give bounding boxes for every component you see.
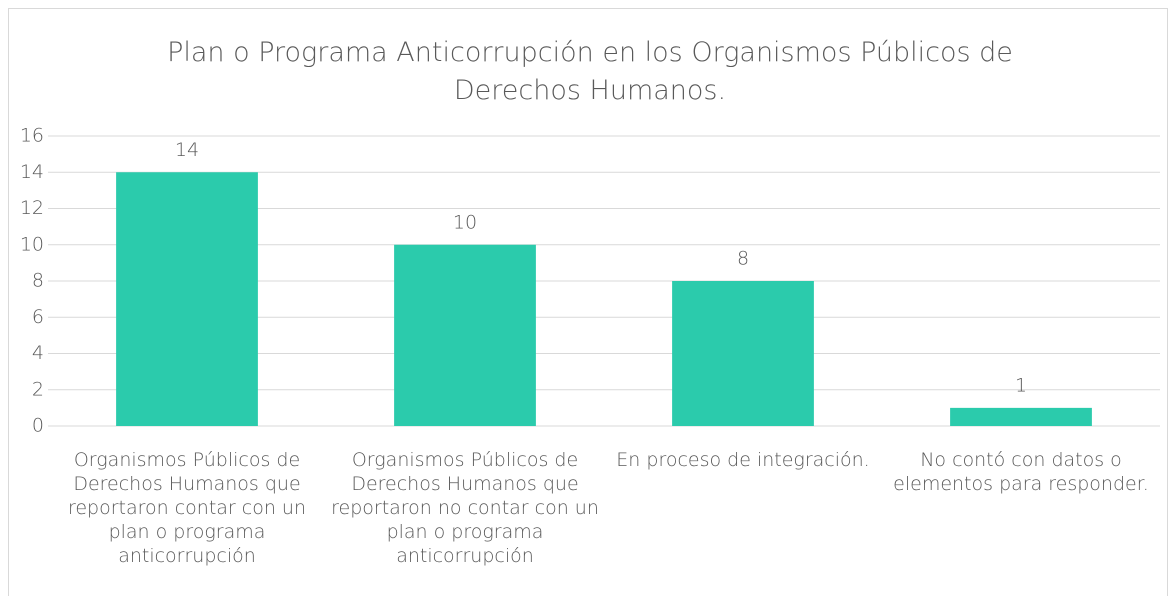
x-tick-label: En proceso de integración.: [616, 449, 870, 471]
bar: [394, 244, 536, 426]
y-tick-label: 0: [32, 415, 44, 437]
data-label: 14: [175, 139, 199, 161]
x-tick-label: Organismos Públicos de Derechos Humanos …: [67, 449, 307, 567]
data-label: 10: [453, 211, 477, 233]
chart-frame: [8, 8, 1168, 596]
y-tick-label: 8: [32, 270, 44, 292]
chart-title: Plan o Programa Anticorrupción en los Or…: [167, 37, 1013, 106]
y-tick-label: 14: [20, 161, 44, 183]
bar: [672, 281, 814, 426]
x-tick-label: Organismos Públicos de Derechos Humanos …: [331, 449, 599, 567]
bar: [950, 407, 1092, 426]
data-label: 1: [1015, 374, 1027, 396]
y-tick-label: 12: [20, 197, 44, 219]
y-tick-label: 4: [32, 342, 44, 364]
y-tick-label: 6: [32, 306, 44, 328]
y-tick-label: 16: [20, 125, 44, 147]
bar: [116, 172, 258, 426]
y-tick-label: 2: [32, 378, 44, 400]
y-tick-label: 10: [20, 233, 44, 255]
x-tick-label: No contó con datos o elementos para resp…: [893, 449, 1149, 495]
data-label: 8: [737, 248, 749, 270]
